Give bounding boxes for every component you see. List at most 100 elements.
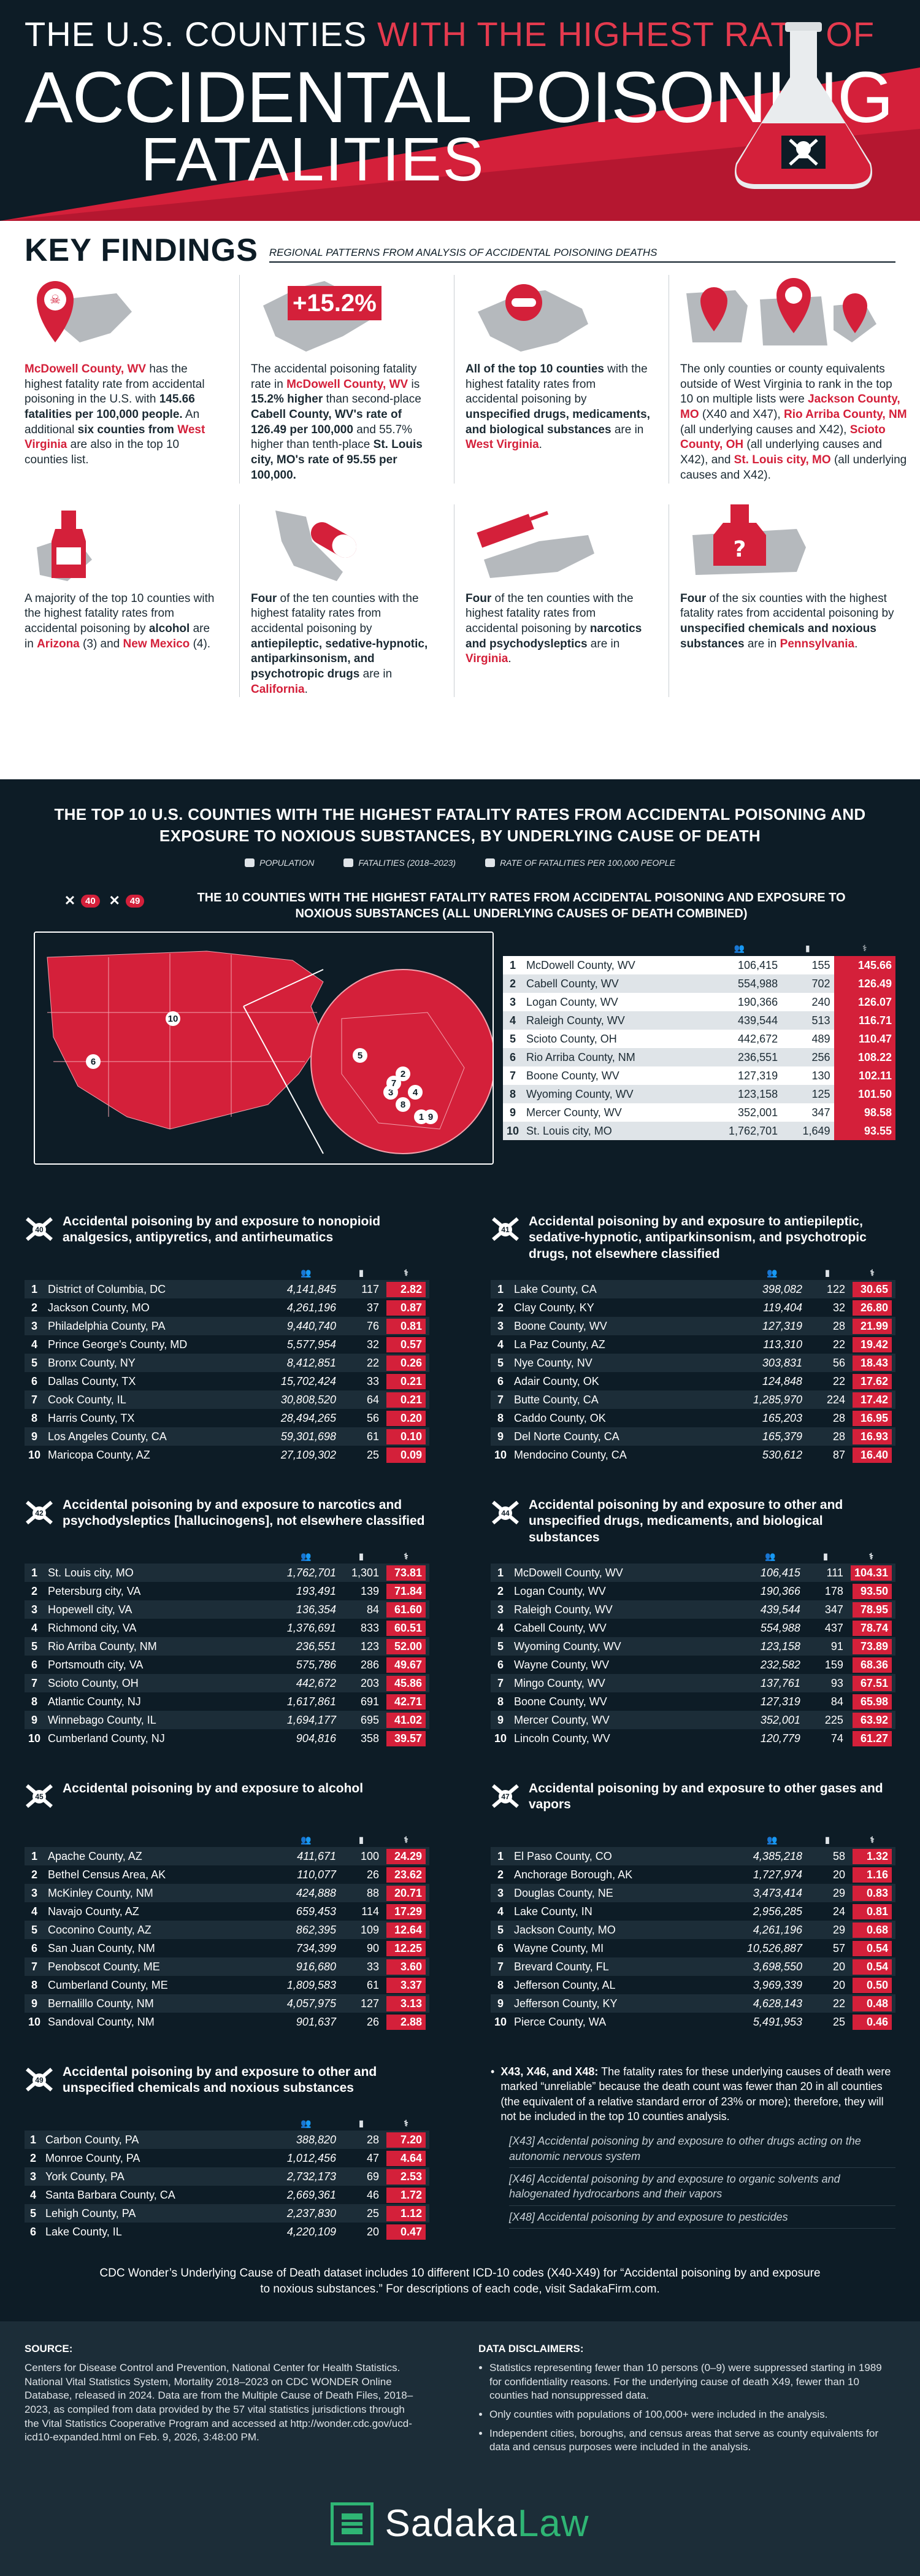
- rate-cell: 102.11: [834, 1066, 895, 1086]
- fatalities-cell: 91: [803, 1637, 847, 1656]
- rate-cell: 3.37: [386, 1977, 426, 1993]
- table-row: 10 Maricopa County, AZ 27,109,302 25 0.09: [25, 1446, 429, 1464]
- county-cell: Caddo County, OK: [514, 1411, 606, 1424]
- fatalities-icon: ▮: [359, 1551, 364, 1561]
- logo-mark-icon: [331, 2502, 374, 2545]
- county-cell: Atlantic County, NJ: [48, 1695, 141, 1708]
- fatalities-cell: 28: [340, 2131, 383, 2150]
- population-cell: 127,319: [760, 1695, 800, 1708]
- fatalities-cell: 28: [832, 1411, 845, 1424]
- rate-cell: 0.87: [386, 1300, 426, 1316]
- rate-cell: 0.81: [386, 1318, 426, 1334]
- rate-cell: 12.25: [386, 1940, 426, 1956]
- population-cell: 3,698,550: [738, 1957, 806, 1976]
- table-row: 7 Mingo County, WV 137,761 93 67.51: [491, 1674, 895, 1693]
- map-marker: [423, 1109, 438, 1125]
- rank-cell: 2: [31, 1301, 38, 1314]
- panel-title: Accidental poisoning by and exposure to …: [63, 2065, 377, 2096]
- county-cell: Mingo County, WV: [510, 1674, 737, 1693]
- county-cell: El Paso County, CO: [510, 1847, 738, 1866]
- rank-cell: 5: [25, 1921, 45, 1940]
- population-cell: 2,237,830: [272, 2204, 340, 2223]
- rate-icon: ⚕: [870, 1834, 875, 1845]
- population-cell: 127,319: [697, 1066, 782, 1086]
- panel-title: Accidental poisoning by and exposure to …: [529, 1498, 843, 1544]
- fatalities-cell: 28: [806, 1427, 849, 1446]
- fatalities-cell: 178: [824, 1584, 843, 1597]
- wv-map-pill-icon: [478, 284, 588, 352]
- rank-cell: 2: [29, 2151, 36, 2164]
- rank-cell: 4: [497, 1338, 504, 1351]
- fatalities-cell: 123: [340, 1637, 383, 1656]
- county-cell: Sandoval County, NM: [48, 2015, 155, 2028]
- population-cell: 575,786: [296, 1658, 336, 1671]
- rank-cell: 8: [31, 1978, 38, 1991]
- rate-cell: 23.62: [386, 1867, 426, 1883]
- population-cell: 442,672: [697, 1030, 782, 1049]
- rate-cell: 1.12: [386, 2205, 426, 2221]
- pct-badge: +15.2%: [288, 286, 381, 320]
- rate-cell: 0.09: [386, 1447, 426, 1463]
- population-cell: 901,637: [296, 2015, 336, 2028]
- county-cell: McKinley County, NM: [44, 1884, 272, 1903]
- rate-cell: 30.65: [853, 1281, 892, 1297]
- population-cell: 1,285,970: [738, 1390, 806, 1409]
- rate-icon: ⚕: [868, 1551, 874, 1561]
- population-cell: 1,617,861: [286, 1695, 336, 1708]
- table-row: 8 Wyoming County, WV 123,158 125 101.50: [503, 1085, 895, 1104]
- crossbones-badge-icon: 42: [25, 1500, 54, 1525]
- population-cell: 4,141,845: [272, 1280, 340, 1299]
- cause-panel-x49: 49 Accidental poisoning by and exposure t…: [25, 2064, 429, 2241]
- rank-cell: 9: [491, 1427, 511, 1446]
- county-cell: Nye County, NV: [510, 1354, 738, 1373]
- population-cell: 30,808,520: [272, 1390, 340, 1409]
- county-cell: Petersburg city, VA: [48, 1584, 141, 1597]
- population-cell: 1,727,974: [753, 1868, 802, 1881]
- rank-cell: 5: [25, 2204, 42, 2223]
- county-cell: Harris County, TX: [48, 1411, 135, 1424]
- population-cell: 1,694,177: [272, 1711, 340, 1730]
- population-cell: 236,551: [697, 1048, 782, 1067]
- map-marker: [386, 1076, 401, 1091]
- rate-cell: 98.58: [834, 1103, 895, 1122]
- rate-icon: ⚕: [404, 1551, 408, 1561]
- fatalities-cell: 25: [340, 2204, 383, 2223]
- fatalities-cell: 58: [806, 1847, 849, 1866]
- population-cell: 398,082: [738, 1280, 806, 1299]
- rate-cell: 3.13: [386, 1996, 426, 2011]
- county-cell: Maricopa County, AZ: [48, 1448, 150, 1461]
- fatalities-cell: 159: [824, 1658, 843, 1671]
- table-row: 3 Philadelphia County, PA 9,440,740 76 0.81: [25, 1317, 429, 1336]
- county-cell: Carbon County, PA: [42, 2131, 272, 2150]
- cause-panel-x40: 40 Accidental poisoning by and exposure t…: [25, 1214, 429, 1464]
- fatalities-cell: 347: [803, 1600, 847, 1619]
- table-row: 5 Jackson County, MO 4,261,196 29 0.68: [491, 1921, 895, 1940]
- rank-cell: 4: [29, 2188, 36, 2201]
- fatalities-cell: 125: [781, 1085, 834, 1104]
- code-badge-49: ✕ 49: [106, 893, 145, 908]
- population-cell: 1,376,691: [286, 1621, 336, 1634]
- sadaka-law-logo[interactable]: SadakaLaw: [0, 2471, 920, 2576]
- population-cell: 352,001: [697, 1103, 782, 1122]
- population-cell: 110,077: [297, 1868, 336, 1881]
- fatalities-cell: 61: [366, 1978, 379, 1991]
- county-cell: Wayne County, WV: [514, 1658, 610, 1671]
- table-row: 2 Bethel Census Area, AK 110,077 26 23.62: [25, 1865, 429, 1884]
- rate-cell: 0.83: [853, 1885, 892, 1901]
- fatalities-cell: 84: [340, 1600, 383, 1619]
- fatalities-icon: ▮: [825, 1267, 830, 1278]
- fatalities-cell: 22: [832, 1338, 845, 1351]
- rank-cell: 10: [494, 1448, 507, 1461]
- fatalities-cell: 32: [366, 1338, 379, 1351]
- population-cell: 59,301,698: [272, 1427, 340, 1446]
- county-cell: Prince George's County, MD: [48, 1338, 188, 1351]
- rank-cell: 4: [503, 1011, 523, 1030]
- fatalities-cell: 1,649: [781, 1122, 834, 1141]
- svg-text:?: ?: [734, 537, 746, 562]
- multi-state-map-icon: [686, 278, 876, 345]
- county-cell: Butte County, CA: [510, 1390, 738, 1409]
- rank-cell: 9: [491, 1994, 511, 2013]
- logo-text-sadaka: Sadaka: [385, 2502, 518, 2545]
- table-row: 6 Adair County, OK 124,848 22 17.62: [491, 1372, 895, 1390]
- population-icon: 👥: [301, 1267, 312, 1278]
